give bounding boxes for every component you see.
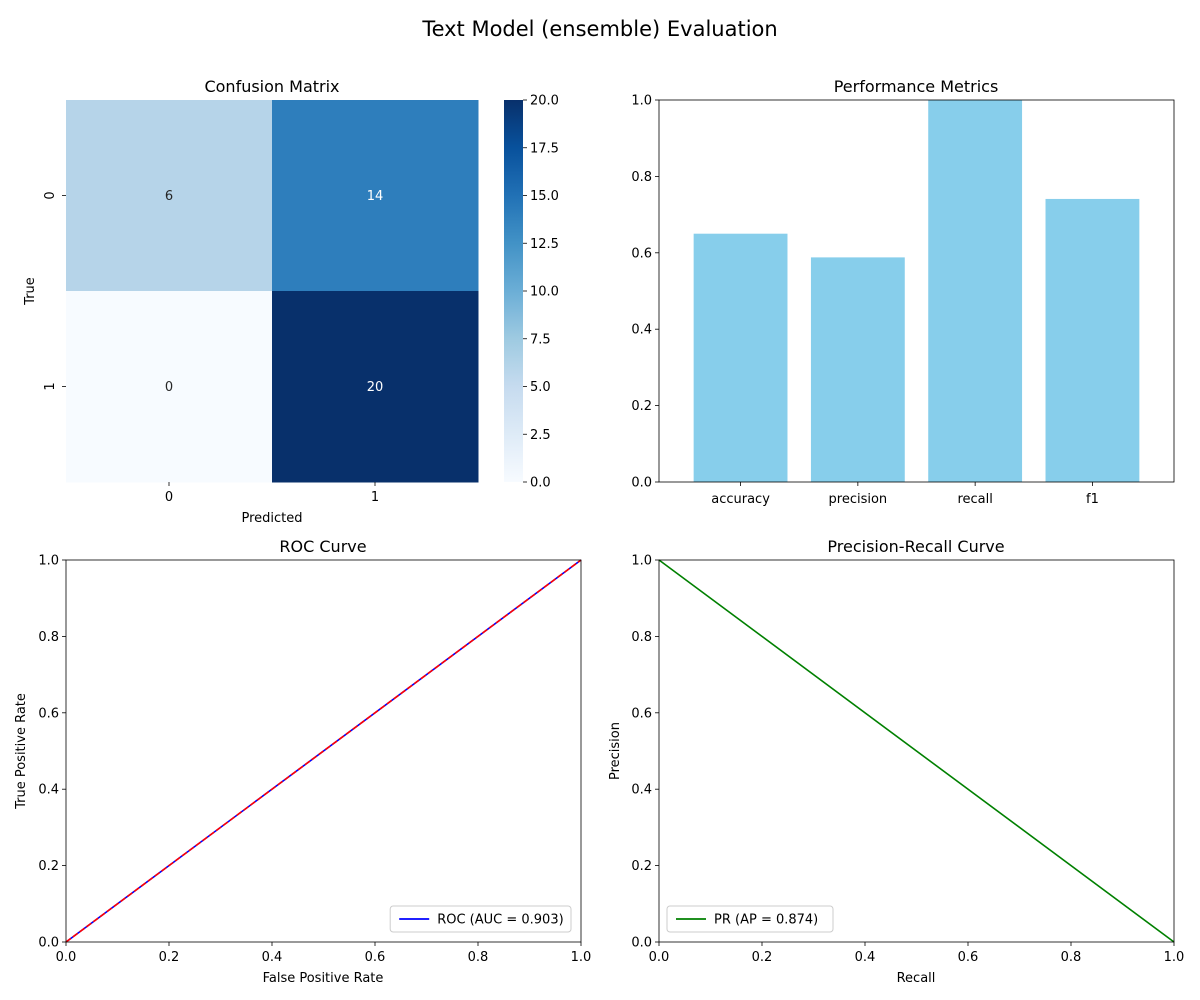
pr-xtick-label: 1.0 [1164,950,1185,965]
confusion-cell [272,100,479,292]
roc-xtick-label: 0.8 [468,950,489,965]
colorbar-tick-label: 10.0 [530,285,559,300]
performance-metrics-title: Performance Metrics [834,77,999,96]
figure-title: Text Model (ensemble) Evaluation [421,17,777,41]
precision-recall-ylabel: Precision [608,722,623,780]
performance-metrics-panel: Performance Metrics accuracy precision rec… [631,77,1175,507]
metric-xtick-label: accuracy [711,492,770,507]
pr-xtick-label: 0.0 [649,950,670,965]
colorbar-tick-label: 12.5 [530,237,559,252]
colorbar-tick-label: 7.5 [530,332,551,347]
confusion-cell-value: 20 [367,380,384,395]
roc-ytick-label: 0.8 [38,630,59,645]
pr-legend-label: PR (AP = 0.874) [714,913,818,928]
colorbar-tick-label: 5.0 [530,380,551,395]
colorbar-tick-label: 0.0 [530,476,551,491]
roc-xtick-label: 0.0 [56,950,77,965]
pr-xtick-label: 0.2 [752,950,773,965]
roc-curve-ylabel: True Positive Rate [14,693,29,810]
confusion-cell-value: 6 [165,189,173,204]
pr-legend: PR (AP = 0.874) [666,905,834,933]
roc-curve-title: ROC Curve [279,537,366,556]
pr-xtick-label: 0.4 [855,950,876,965]
confusion-matrix-panel: Confusion Matrix Predicted True 6 14 0 20 0 1… [23,77,559,526]
confusion-cell [66,100,273,292]
roc-curve-xlabel: False Positive Rate [263,971,384,986]
pr-xtick-label: 0.8 [1061,950,1082,965]
roc-ytick-label: 0.4 [38,783,59,798]
pr-xtick-label: 0.6 [958,950,979,965]
roc-ytick-label: 0.6 [38,706,59,721]
colorbar [504,100,523,482]
precision-recall-title: Precision-Recall Curve [827,537,1004,556]
confusion-cell [272,291,479,483]
roc-legend-box [389,905,572,933]
confusion-xtick-label: 1 [371,490,379,505]
metrics-ytick-label: 0.6 [631,246,652,261]
roc-ytick-label: 0.0 [38,936,59,951]
pr-legend-box [666,905,834,933]
confusion-matrix-title: Confusion Matrix [204,77,339,96]
confusion-xtick-label: 0 [165,490,173,505]
roc-series-line [65,559,582,943]
pr-ytick-label: 1.0 [631,554,652,569]
pr-axes-frame [658,559,1175,943]
colorbar-tick-label: 17.5 [530,141,559,156]
roc-legend-label: ROC (AUC = 0.903) [437,913,563,928]
confusion-cell-value: 0 [165,380,173,395]
metrics-ytick-label: 0.2 [631,399,652,414]
confusion-cell [66,291,273,483]
colorbar-tick-label: 20.0 [530,94,559,109]
confusion-cell-value: 14 [367,189,384,204]
metrics-ytick-label: 1.0 [631,94,652,109]
colorbar-tick-label: 15.0 [530,189,559,204]
metrics-ytick-label: 0.4 [631,323,652,338]
roc-xtick-label: 1.0 [571,950,592,965]
colorbar-tick-label: 2.5 [530,428,551,443]
metric-bar [693,233,788,482]
roc-axes-frame [65,559,582,943]
pr-ytick-label: 0.6 [631,706,652,721]
pr-ytick-label: 0.2 [631,859,652,874]
metrics-axes-frame [658,99,1175,483]
metric-bar [810,257,905,482]
pr-ytick-label: 0.4 [631,783,652,798]
roc-curve-panel: ROC Curve False Positive Rate True Posit… [14,537,591,986]
confusion-ytick-label: 1 [43,382,58,390]
metric-xtick-label: recall [957,492,992,507]
pr-ytick-label: 0.0 [631,936,652,951]
precision-recall-panel: Precision-Recall Curve Recall Precision … [608,537,1184,986]
metric-xtick-label: f1 [1086,492,1099,507]
roc-xtick-label: 0.2 [159,950,180,965]
metric-bar [1045,198,1140,483]
metrics-ytick-label: 0.8 [631,170,652,185]
confusion-matrix-ylabel: True [23,277,38,306]
precision-recall-xlabel: Recall [897,971,936,986]
roc-xtick-label: 0.6 [365,950,386,965]
roc-ytick-label: 1.0 [38,554,59,569]
metric-xtick-label: precision [829,492,888,507]
pr-ytick-label: 0.8 [631,630,652,645]
metrics-ytick-label: 0.0 [631,476,652,491]
roc-legend: ROC (AUC = 0.903) [389,905,572,933]
roc-ytick-label: 0.2 [38,859,59,874]
confusion-ytick-label: 0 [43,191,58,199]
metric-bar [928,100,1023,482]
pr-series-line [658,559,1175,943]
confusion-matrix-xlabel: Predicted [241,511,302,526]
roc-xtick-label: 0.4 [262,950,283,965]
